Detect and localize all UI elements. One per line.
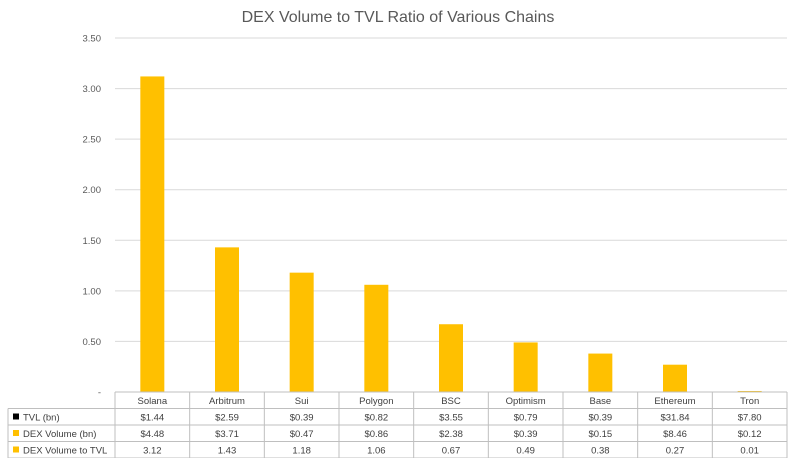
chart-title: DEX Volume to TVL Ratio of Various Chain… (242, 9, 555, 26)
y-tick-label: 2.50 (83, 135, 102, 146)
x-tick-label: Ethereum (654, 396, 695, 407)
table-cell: 0.01 (740, 446, 759, 457)
table-cell: $3.55 (439, 413, 463, 424)
x-tick-label: Arbitrum (209, 396, 245, 407)
table-cell: 1.43 (218, 446, 237, 457)
y-tick-label: 3.00 (83, 84, 102, 95)
table-cell: $0.82 (364, 413, 388, 424)
table-cell: 0.49 (516, 446, 535, 457)
legend-key (13, 413, 19, 420)
bars (140, 76, 762, 392)
table-cell: $0.39 (290, 413, 314, 424)
table-row-label: DEX Volume (bn) (23, 429, 96, 440)
y-tick-label: 1.50 (83, 236, 102, 247)
legend-key (13, 430, 19, 436)
table-cell: $8.46 (663, 429, 687, 440)
bar-sui (289, 272, 314, 392)
table-cell: 0.38 (591, 446, 610, 457)
y-tick-label: 0.50 (83, 337, 102, 348)
table-cell: $3.71 (215, 429, 239, 440)
bar-ethereum (663, 364, 687, 392)
table-cell: $1.44 (140, 413, 164, 424)
y-tick-label: 2.00 (83, 185, 102, 196)
table-cell: $0.15 (588, 429, 612, 440)
y-tick-label: - (98, 388, 101, 399)
x-tick-label: Tron (740, 396, 759, 407)
bar-solana (140, 76, 165, 392)
y-axis: - 0.50 1.00 1.50 2.00 2.50 3.00 3.50 (83, 34, 102, 399)
y-tick-label: 3.50 (83, 34, 102, 45)
table-row-label: TVL (bn) (23, 413, 60, 424)
bar-polygon (364, 284, 389, 392)
table-cell: $0.47 (290, 429, 314, 440)
x-tick-label: Polygon (359, 396, 393, 407)
bar-arbitrum (215, 247, 239, 392)
table-cell: $7.80 (738, 413, 762, 424)
table-cell: $2.38 (439, 429, 463, 440)
y-tick-label: 1.00 (83, 286, 102, 297)
bar-bsc (439, 324, 463, 392)
table-cell: 0.67 (442, 446, 461, 457)
table-cell: $0.86 (364, 429, 388, 440)
table-row-label: DEX Volume to TVL (23, 446, 107, 457)
table-cell: $31.84 (660, 413, 689, 424)
bar-optimism (513, 342, 538, 392)
table-cell: 0.27 (666, 446, 685, 457)
bar-tron (737, 390, 762, 392)
bar-base (588, 353, 613, 392)
table-cell: $0.12 (738, 429, 762, 440)
x-tick-label: Base (590, 396, 612, 407)
table-cell: $2.59 (215, 413, 239, 424)
table-cell: 3.12 (143, 446, 162, 457)
table-cell: 1.18 (292, 446, 311, 457)
x-tick-label: Sui (295, 396, 309, 407)
table-cell: $4.48 (140, 429, 164, 440)
data-table: Solana Arbitrum Sui Polygon BSC Optimism Base E… (7, 391, 788, 458)
table-cell: 1.06 (367, 446, 386, 457)
x-tick-label: Optimism (506, 396, 546, 407)
table-cell: $0.79 (514, 413, 538, 424)
table-cell: $0.39 (588, 413, 612, 424)
table-cell: $0.39 (514, 429, 538, 440)
legend-key (13, 446, 19, 453)
x-tick-label: BSC (441, 396, 461, 407)
x-tick-label: Solana (138, 396, 168, 407)
